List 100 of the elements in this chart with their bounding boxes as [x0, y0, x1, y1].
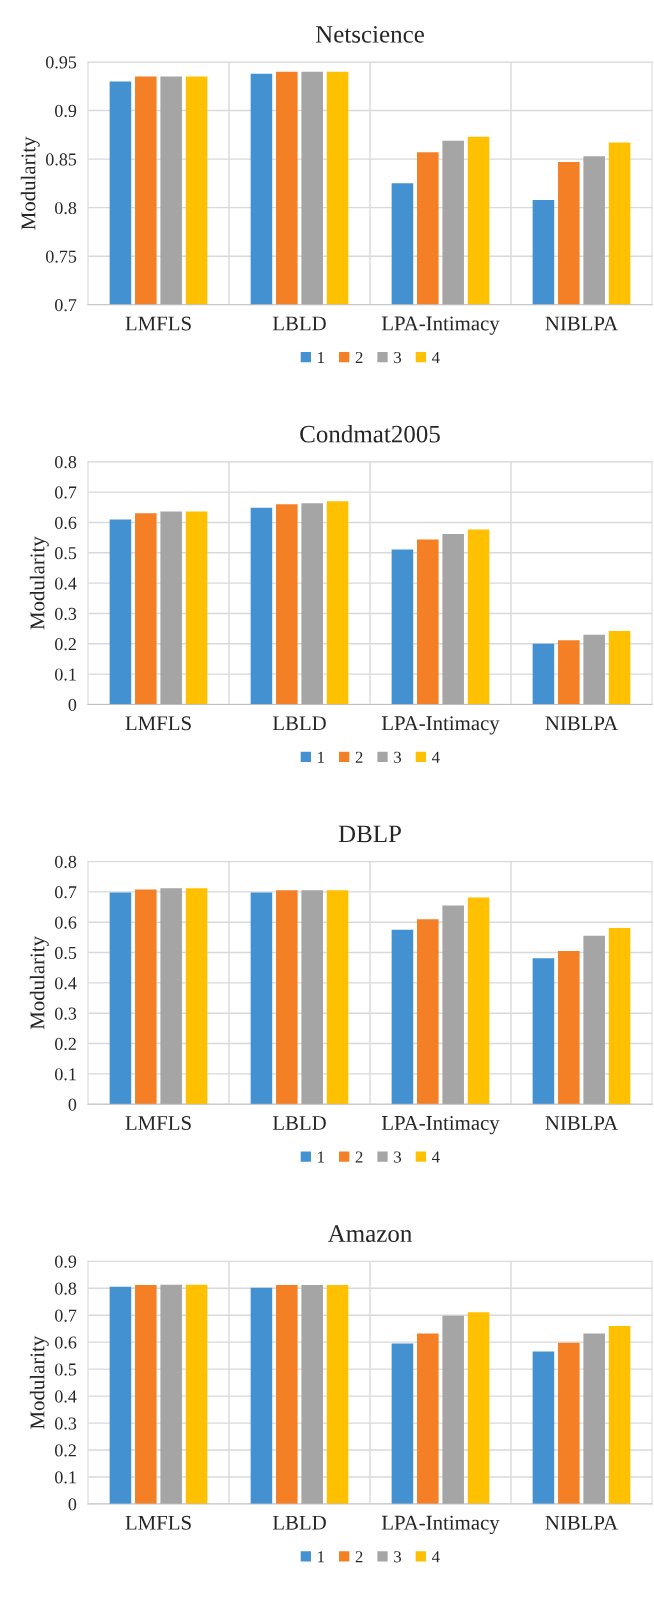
- legend-label: 2: [355, 751, 363, 763]
- y-tick-label: 0.85: [45, 153, 77, 166]
- bar: [185, 888, 208, 1105]
- bar: [608, 927, 631, 1105]
- bar: [326, 1284, 349, 1504]
- bar: [160, 1284, 182, 1504]
- y-axis-title: Modularity: [29, 1335, 49, 1429]
- chart-title: Amazon: [327, 1225, 412, 1243]
- y-tick-label: 0.2: [55, 1037, 76, 1051]
- bar: [442, 533, 464, 705]
- x-tick-label: LMFLS: [125, 716, 191, 731]
- bar: [135, 889, 157, 1105]
- y-tick-label: 0.3: [55, 1007, 77, 1020]
- y-tick-label: 0.5: [55, 946, 77, 960]
- y-tick-label: 0.4: [55, 977, 77, 990]
- chart-title: Condmat2005: [300, 424, 440, 443]
- legend-label: 1: [318, 751, 324, 763]
- bar: [391, 549, 414, 705]
- bar: [583, 935, 605, 1105]
- x-tick-label: LMFLS: [125, 316, 191, 331]
- bar: [250, 507, 273, 705]
- y-tick-label: 0.3: [55, 1417, 77, 1430]
- bar: [558, 640, 580, 705]
- y-tick-label: 0.4: [55, 1390, 77, 1403]
- bar: [391, 929, 414, 1105]
- legend-label: 3: [394, 1551, 402, 1563]
- y-tick-label: 0.1: [55, 668, 76, 681]
- bar: [109, 1286, 132, 1504]
- legend-label: 4: [431, 1551, 440, 1563]
- x-tick-label: NIBLPA: [545, 1116, 619, 1130]
- bar: [250, 892, 273, 1105]
- bar: [185, 511, 208, 705]
- legend-label: 4: [431, 751, 440, 763]
- y-tick-label: 0.8: [55, 456, 77, 469]
- bar: [250, 1287, 273, 1504]
- y-axis-title: Modularity: [29, 936, 49, 1030]
- y-axis-title: Modularity: [20, 136, 40, 230]
- chart-title: DBLP: [338, 825, 401, 843]
- bar: [558, 1342, 580, 1504]
- legend-label: 3: [394, 1151, 402, 1163]
- bar: [583, 634, 605, 705]
- legend-label: 2: [355, 1151, 363, 1163]
- legend-label: 2: [355, 351, 363, 363]
- bar: [558, 951, 580, 1105]
- bar: [442, 1315, 464, 1504]
- x-tick-label: LPA-Intimacy: [381, 316, 500, 335]
- bar: [109, 892, 132, 1105]
- legend-label: 1: [318, 1151, 324, 1163]
- legend-label: 1: [318, 1551, 324, 1563]
- y-tick-label: 0: [68, 1498, 77, 1511]
- bar: [417, 1333, 439, 1504]
- bar: [608, 631, 631, 705]
- y-tick-label: 0.8: [55, 855, 77, 869]
- legend-label: 3: [394, 751, 402, 763]
- bar: [160, 511, 182, 705]
- legend-label: 4: [431, 1151, 440, 1163]
- y-tick-label: 0.5: [55, 1363, 77, 1376]
- bar: [467, 1312, 490, 1504]
- bar: [135, 1284, 157, 1504]
- bar: [326, 501, 349, 705]
- x-tick-label: NIBLPA: [545, 316, 619, 331]
- bar: [301, 1284, 323, 1504]
- bar: [608, 1325, 631, 1504]
- bar: [276, 1284, 298, 1504]
- x-tick-label: LBLD: [272, 316, 326, 331]
- y-tick-label: 0.7: [55, 486, 77, 499]
- y-tick-label: 0.5: [55, 547, 77, 560]
- y-tick-label: 0.9: [55, 1255, 77, 1268]
- x-tick-label: LPA-Intimacy: [381, 716, 500, 735]
- x-tick-label: LMFLS: [125, 1515, 191, 1530]
- chart-title: Netscience: [315, 26, 424, 43]
- bar: [326, 890, 349, 1105]
- bar: [391, 1343, 414, 1504]
- bar: [532, 1351, 555, 1504]
- bar: [135, 513, 157, 705]
- x-tick-label: LPA-Intimacy: [381, 1515, 500, 1534]
- legend-label: 2: [355, 1551, 363, 1563]
- x-tick-label: NIBLPA: [545, 1515, 619, 1530]
- bar: [185, 1284, 208, 1504]
- bar: [301, 503, 323, 705]
- bar: [276, 890, 298, 1105]
- y-tick-label: 0.6: [55, 916, 77, 929]
- y-tick-label: 0.8: [55, 201, 77, 215]
- x-tick-label: LMFLS: [125, 1116, 191, 1131]
- bar: [417, 539, 439, 705]
- x-tick-label: LBLD: [272, 1515, 326, 1530]
- legend-label: 3: [394, 351, 402, 364]
- y-tick-label: 0.1: [55, 1471, 76, 1484]
- x-tick-label: LPA-Intimacy: [381, 1115, 500, 1135]
- y-tick-label: 0.2: [55, 638, 76, 651]
- y-tick-label: 0: [68, 698, 77, 711]
- bar: [109, 519, 132, 705]
- y-tick-label: 0.3: [55, 607, 77, 620]
- legend-label: 4: [431, 352, 440, 363]
- y-tick-label: 0.7: [55, 1309, 77, 1322]
- y-axis-title: Modularity: [29, 536, 49, 630]
- bar: [442, 905, 464, 1105]
- bar: [160, 888, 182, 1105]
- bar: [532, 958, 555, 1105]
- x-tick-label: LBLD: [272, 716, 326, 731]
